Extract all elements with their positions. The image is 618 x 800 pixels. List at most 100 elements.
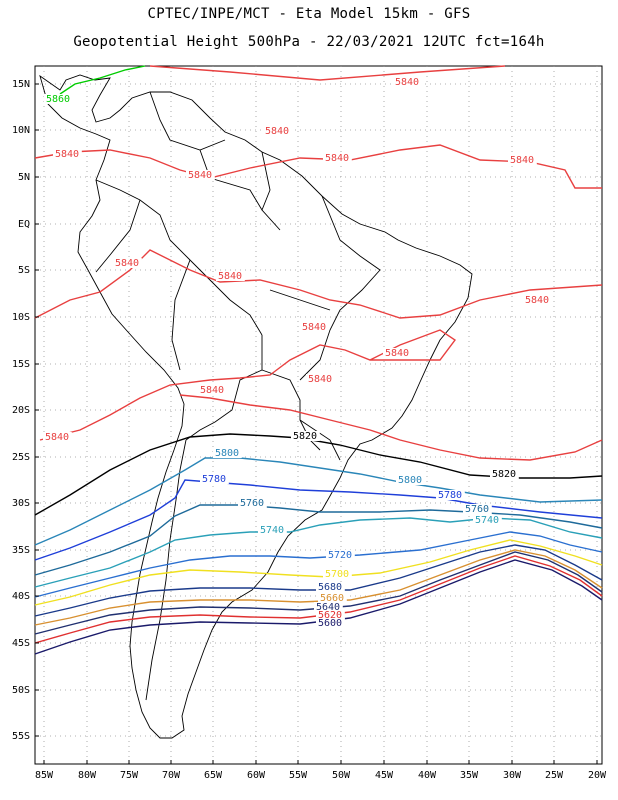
contour-label-5760: 5760 <box>465 504 489 515</box>
contour-label-bg <box>113 258 142 268</box>
contour-label-bg <box>323 569 352 579</box>
contour-5840 <box>34 144 602 189</box>
contour-label-bg <box>186 170 215 180</box>
lat-label: 10S <box>12 312 30 323</box>
contour-label-bg <box>508 155 537 165</box>
contour-label-bg <box>258 525 287 535</box>
lat-label: 5S <box>18 265 30 276</box>
contour-label-bg <box>53 149 82 159</box>
contour-label-bg <box>216 271 245 281</box>
contour-label-5720: 5720 <box>328 550 352 561</box>
contour-label-bg <box>44 94 73 104</box>
contour-5840 <box>179 394 603 461</box>
contour-label-bg <box>523 295 552 305</box>
contour-label-5600: 5600 <box>318 618 342 629</box>
contour-label-5840: 5840 <box>200 385 224 396</box>
contour-label-5640: 5640 <box>316 602 340 613</box>
lon-label: 70W <box>162 770 181 781</box>
lon-label: 65W <box>204 770 223 781</box>
contour-label-5680: 5680 <box>318 582 342 593</box>
contour-label-5840: 5840 <box>385 348 409 359</box>
contour-label-bg <box>316 610 345 620</box>
lon-label: 60W <box>247 770 266 781</box>
contour-5860 <box>59 65 146 95</box>
contour-label-5840: 5840 <box>218 271 242 282</box>
lon-label: 25W <box>545 770 564 781</box>
contour-label-5780: 5780 <box>438 490 462 501</box>
lon-label: 30W <box>503 770 522 781</box>
contour-label-bg <box>291 431 320 441</box>
lat-label: EQ <box>18 219 30 230</box>
contour-label-5860: 5860 <box>46 94 70 105</box>
contour-label-5840: 5840 <box>510 155 534 166</box>
contour-label-bg <box>490 469 519 479</box>
contour-label-bg <box>263 126 292 136</box>
contour-label-5800: 5800 <box>215 448 239 459</box>
map-subtitle: Geopotential Height 500hPa - 22/03/2021 … <box>73 34 545 50</box>
lat-label: 50S <box>12 685 30 696</box>
contour-5600 <box>34 559 603 655</box>
axis-labels: 15N 10N 5N EQ 5S 10S 15S 20S 25S 30S 35S 40S 45S 50S 5… <box>12 79 607 781</box>
lat-label: 15S <box>12 359 30 370</box>
lon-label: 45W <box>375 770 394 781</box>
contour-label-5820: 5820 <box>293 431 317 442</box>
lon-label: 35W <box>460 770 479 781</box>
contour-label-bg <box>326 550 355 560</box>
lon-label: 55W <box>289 770 308 781</box>
lat-label: 20S <box>12 405 30 416</box>
lat-label: 35S <box>12 545 30 556</box>
contour-5740 <box>34 517 603 588</box>
contour-5760 <box>34 504 603 576</box>
contour-label-5840: 5840 <box>395 77 419 88</box>
contour-label-bg <box>316 582 345 592</box>
contour-label-bg <box>318 593 347 603</box>
lat-label: 30S <box>12 498 30 509</box>
lon-label: 50W <box>332 770 351 781</box>
contour-labels: 5860 5840 5840 5840 5840 5840 5840 5840 5840 5840… <box>43 77 552 629</box>
contour-label-bg <box>314 602 343 612</box>
contour-5660 <box>34 549 603 626</box>
contour-label-5800: 5800 <box>398 475 422 486</box>
contour-5840 <box>39 329 457 441</box>
contour-label-bg <box>43 432 72 442</box>
lat-label: 45S <box>12 638 30 649</box>
lon-label: 85W <box>35 770 54 781</box>
contour-label-bg <box>473 515 502 525</box>
contour-label-5700: 5700 <box>325 569 349 580</box>
contour-5640 <box>34 551 603 635</box>
contour-label-5840: 5840 <box>55 149 79 160</box>
lon-label: 40W <box>418 770 437 781</box>
contour-label-bg <box>213 448 242 458</box>
contour-label-5840: 5840 <box>302 322 326 333</box>
lat-label: 40S <box>12 591 30 602</box>
contour-label-bg <box>436 490 465 500</box>
contour-label-bg <box>323 153 352 163</box>
contour-label-bg <box>198 385 227 395</box>
lat-label: 15N <box>12 79 30 90</box>
contour-label-5820: 5820 <box>492 469 516 480</box>
contour-label-5840: 5840 <box>525 295 549 306</box>
contour-label-bg <box>316 618 345 628</box>
contour-label-5840: 5840 <box>325 153 349 164</box>
contour-label-5740: 5740 <box>475 515 499 526</box>
lat-label: 25S <box>12 452 30 463</box>
contour-label-5840: 5840 <box>188 170 212 181</box>
lat-lon-grid <box>35 66 602 764</box>
lon-label: 80W <box>78 770 97 781</box>
contour-label-bg <box>383 348 412 358</box>
contour-label-5620: 5620 <box>318 610 342 621</box>
contour-5800 <box>34 457 603 546</box>
contour-label-5760: 5760 <box>240 498 264 509</box>
contour-5840 <box>34 249 603 319</box>
contour-label-5840: 5840 <box>115 258 139 269</box>
contour-label-bg <box>306 374 335 384</box>
contour-label-5840: 5840 <box>308 374 332 385</box>
lat-label: 10N <box>12 125 30 136</box>
map-frame <box>34 65 603 765</box>
contour-label-bg <box>238 498 267 508</box>
map-title: CPTEC/INPE/MCT - Eta Model 15km - GFS <box>147 6 471 22</box>
contour-5720 <box>34 531 603 598</box>
lat-label: 55S <box>12 731 30 742</box>
contour-label-5740: 5740 <box>260 525 284 536</box>
